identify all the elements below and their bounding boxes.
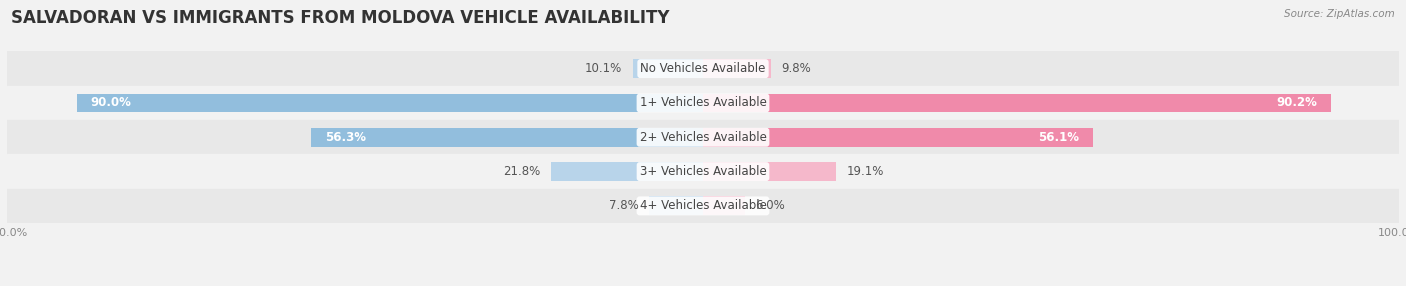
Bar (703, 59, 772, 78)
Text: 6.0%: 6.0% (755, 199, 785, 212)
Bar (311, 128, 703, 147)
Bar (703, 128, 1094, 147)
Text: 19.1%: 19.1% (846, 165, 884, 178)
Text: 10.1%: 10.1% (585, 62, 623, 75)
Bar (7, 86, 1399, 120)
Bar (703, 196, 745, 215)
Bar (7, 51, 1399, 86)
Text: 56.1%: 56.1% (1039, 131, 1080, 144)
Text: Source: ZipAtlas.com: Source: ZipAtlas.com (1284, 9, 1395, 19)
Text: SALVADORAN VS IMMIGRANTS FROM MOLDOVA VEHICLE AVAILABILITY: SALVADORAN VS IMMIGRANTS FROM MOLDOVA VE… (11, 9, 669, 27)
Text: 1+ Vehicles Available: 1+ Vehicles Available (640, 96, 766, 110)
Text: 56.3%: 56.3% (325, 131, 366, 144)
Text: 3+ Vehicles Available: 3+ Vehicles Available (640, 165, 766, 178)
Bar (703, 162, 837, 181)
Text: 21.8%: 21.8% (503, 165, 541, 178)
Text: 90.2%: 90.2% (1277, 96, 1317, 110)
Bar (648, 196, 703, 215)
Text: 2+ Vehicles Available: 2+ Vehicles Available (640, 131, 766, 144)
Bar (633, 59, 703, 78)
Bar (76, 94, 703, 112)
Bar (7, 154, 1399, 189)
Bar (703, 94, 1330, 112)
Text: 90.0%: 90.0% (90, 96, 131, 110)
Text: No Vehicles Available: No Vehicles Available (640, 62, 766, 75)
Text: 7.8%: 7.8% (609, 199, 638, 212)
Bar (7, 189, 1399, 223)
Text: 9.8%: 9.8% (782, 62, 811, 75)
Bar (7, 120, 1399, 154)
Text: 4+ Vehicles Available: 4+ Vehicles Available (640, 199, 766, 212)
Bar (551, 162, 703, 181)
